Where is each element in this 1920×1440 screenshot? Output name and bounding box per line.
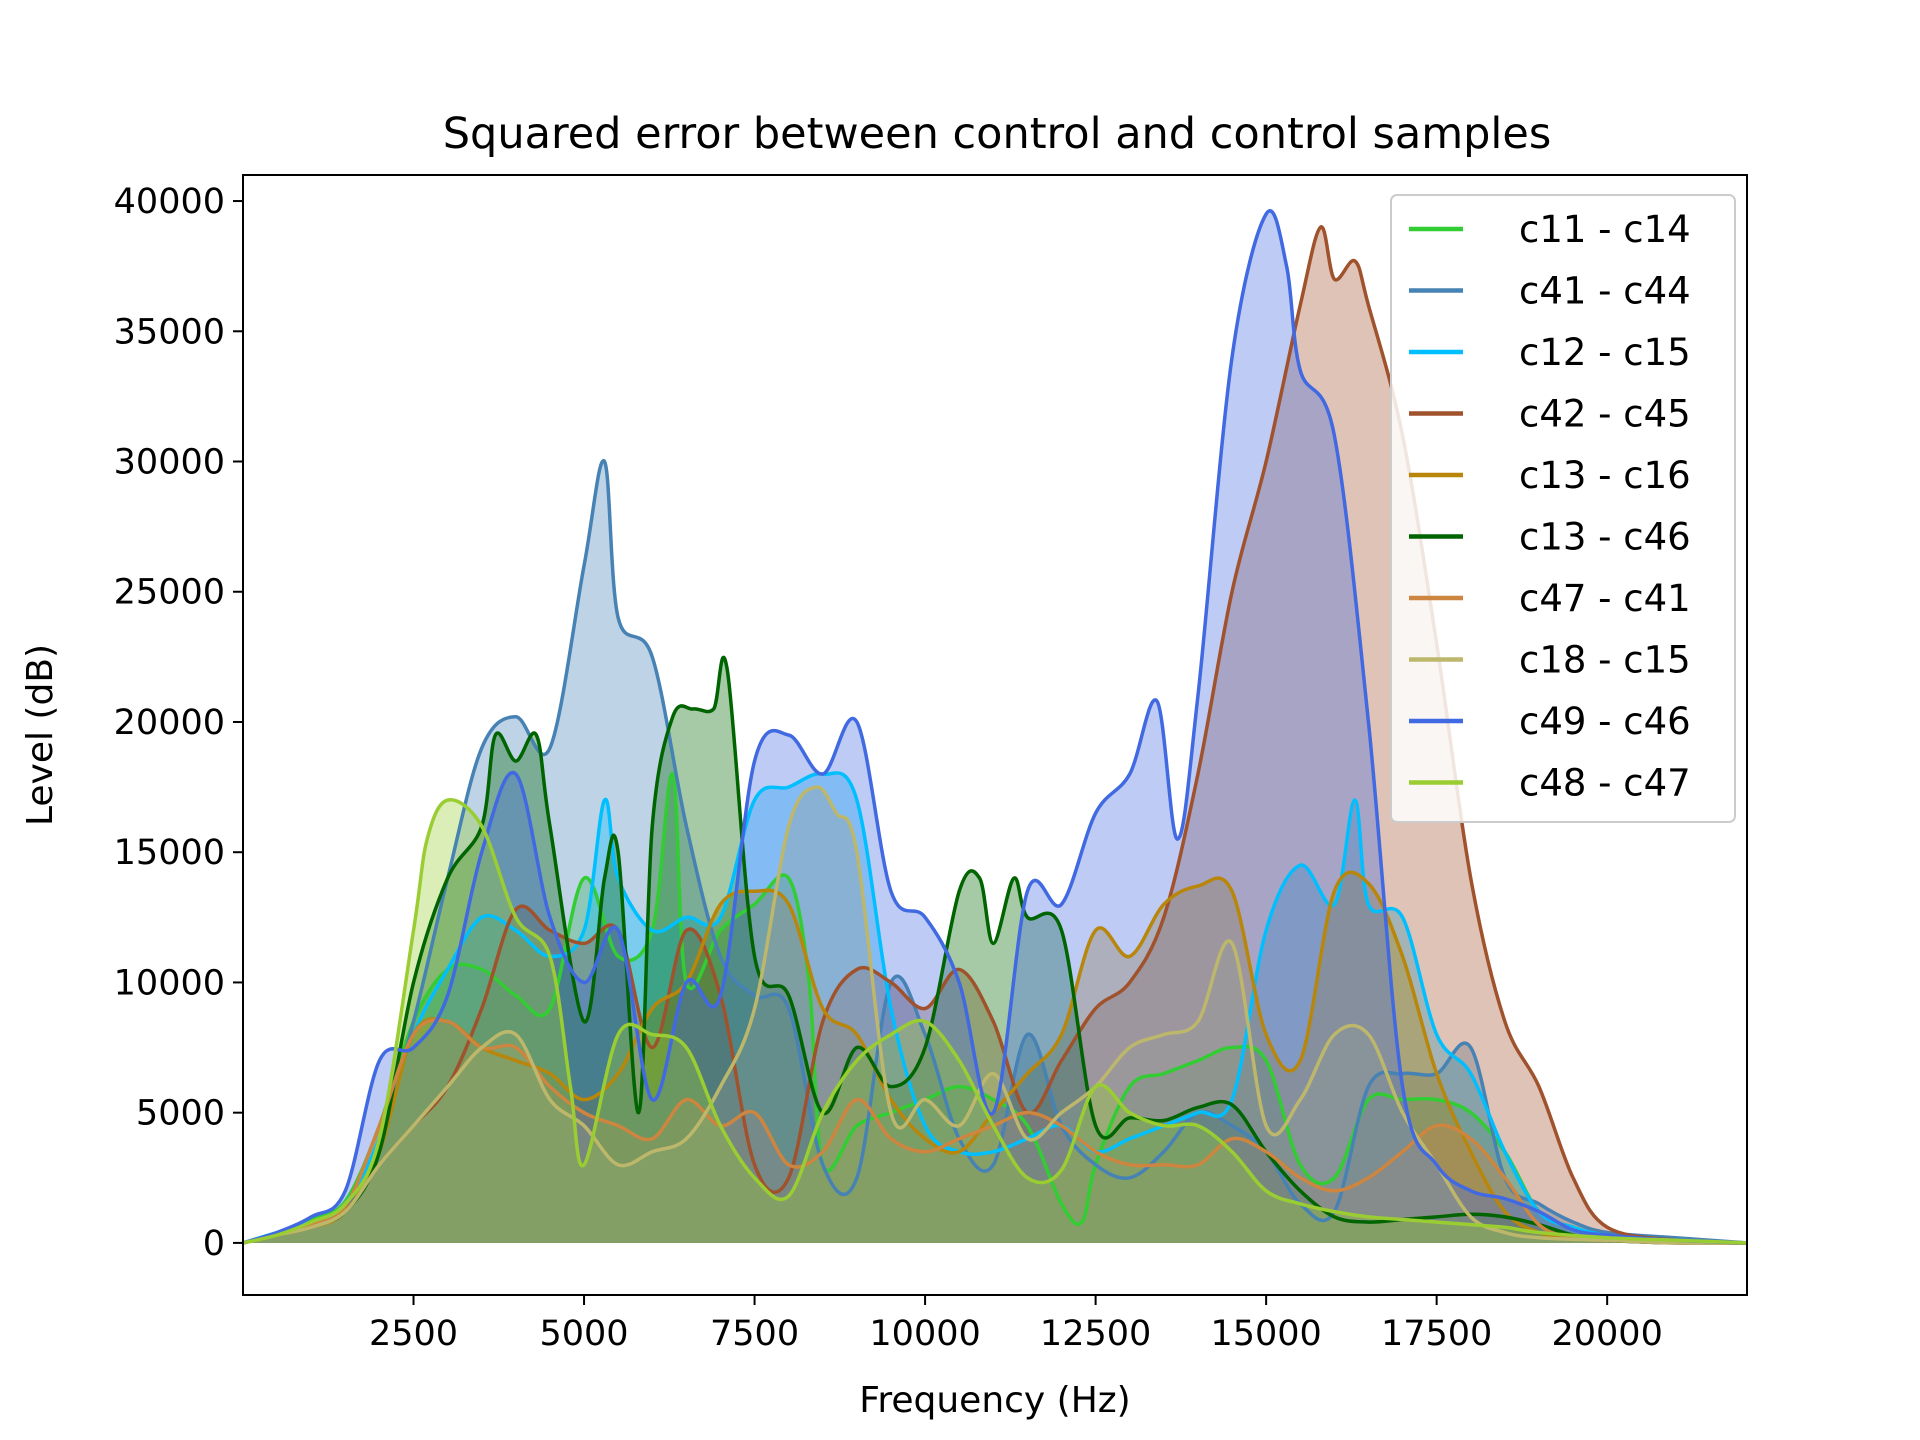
series-area-6 — [243, 657, 1747, 1244]
legend-label: c47 - c41 — [1519, 577, 1691, 620]
series-line-7 — [243, 1018, 1747, 1245]
y-tick-label: 40000 — [114, 182, 225, 222]
axes-frame — [242, 174, 1748, 1296]
chart-title: Squared error between control and contro… — [443, 109, 1551, 159]
x-axis: 2500 5000 7500 10000 12500 15000 17500 20000 — [369, 1295, 1663, 1354]
y-axis: 0 5000 10000 15000 20000 25000 30000 35000 40000 — [114, 182, 243, 1264]
x-tick-label: 15000 — [1210, 1314, 1321, 1354]
y-tick-label: 25000 — [114, 573, 225, 613]
series-area-10 — [243, 799, 1747, 1243]
legend-label: c12 - c15 — [1519, 331, 1691, 374]
y-tick-label: 15000 — [114, 833, 225, 873]
legend-label: c42 - c45 — [1519, 393, 1691, 436]
legend-label: c11 - c14 — [1519, 208, 1691, 251]
legend-label: c41 - c44 — [1519, 270, 1691, 313]
series-line-8 — [243, 785, 1747, 1245]
y-tick-label: 35000 — [114, 312, 225, 352]
legend-label: c49 - c46 — [1519, 700, 1691, 743]
y-axis-label: Level (dB) — [20, 644, 61, 826]
x-tick-label: 10000 — [869, 1314, 980, 1354]
plot-area — [243, 209, 1747, 1245]
series-area-8 — [243, 786, 1747, 1244]
y-tick-label: 30000 — [114, 443, 225, 483]
legend-label: c18 - c15 — [1519, 639, 1691, 682]
x-tick-label: 2500 — [369, 1314, 458, 1354]
x-tick-label: 5000 — [540, 1314, 629, 1354]
series-area-9 — [243, 210, 1747, 1243]
x-axis-label: Frequency (Hz) — [859, 1380, 1130, 1421]
x-tick-label: 17500 — [1381, 1314, 1492, 1354]
legend-label: c48 - c47 — [1519, 762, 1691, 805]
y-tick-label: 5000 — [136, 1094, 225, 1134]
series-area-4 — [243, 226, 1747, 1243]
legend-box — [1390, 194, 1736, 823]
y-tick-label: 10000 — [114, 963, 225, 1003]
x-tick-label: 20000 — [1552, 1314, 1663, 1354]
series-line-6 — [243, 655, 1747, 1245]
series-line-9 — [243, 209, 1747, 1245]
series-line-10 — [243, 798, 1747, 1245]
series-area-5 — [243, 872, 1747, 1244]
legend-label: c13 - c46 — [1519, 516, 1691, 559]
y-tick-label: 0 — [203, 1224, 225, 1264]
series-area-2 — [243, 460, 1747, 1243]
legend: c11 - c14 c41 - c44 c12 - c15 c42 - c45 c13 … — [1390, 194, 1736, 823]
legend-label: c13 - c16 — [1519, 454, 1691, 497]
x-tick-label: 12500 — [1040, 1314, 1151, 1354]
x-tick-label: 7500 — [710, 1314, 799, 1354]
y-tick-label: 20000 — [114, 703, 225, 743]
